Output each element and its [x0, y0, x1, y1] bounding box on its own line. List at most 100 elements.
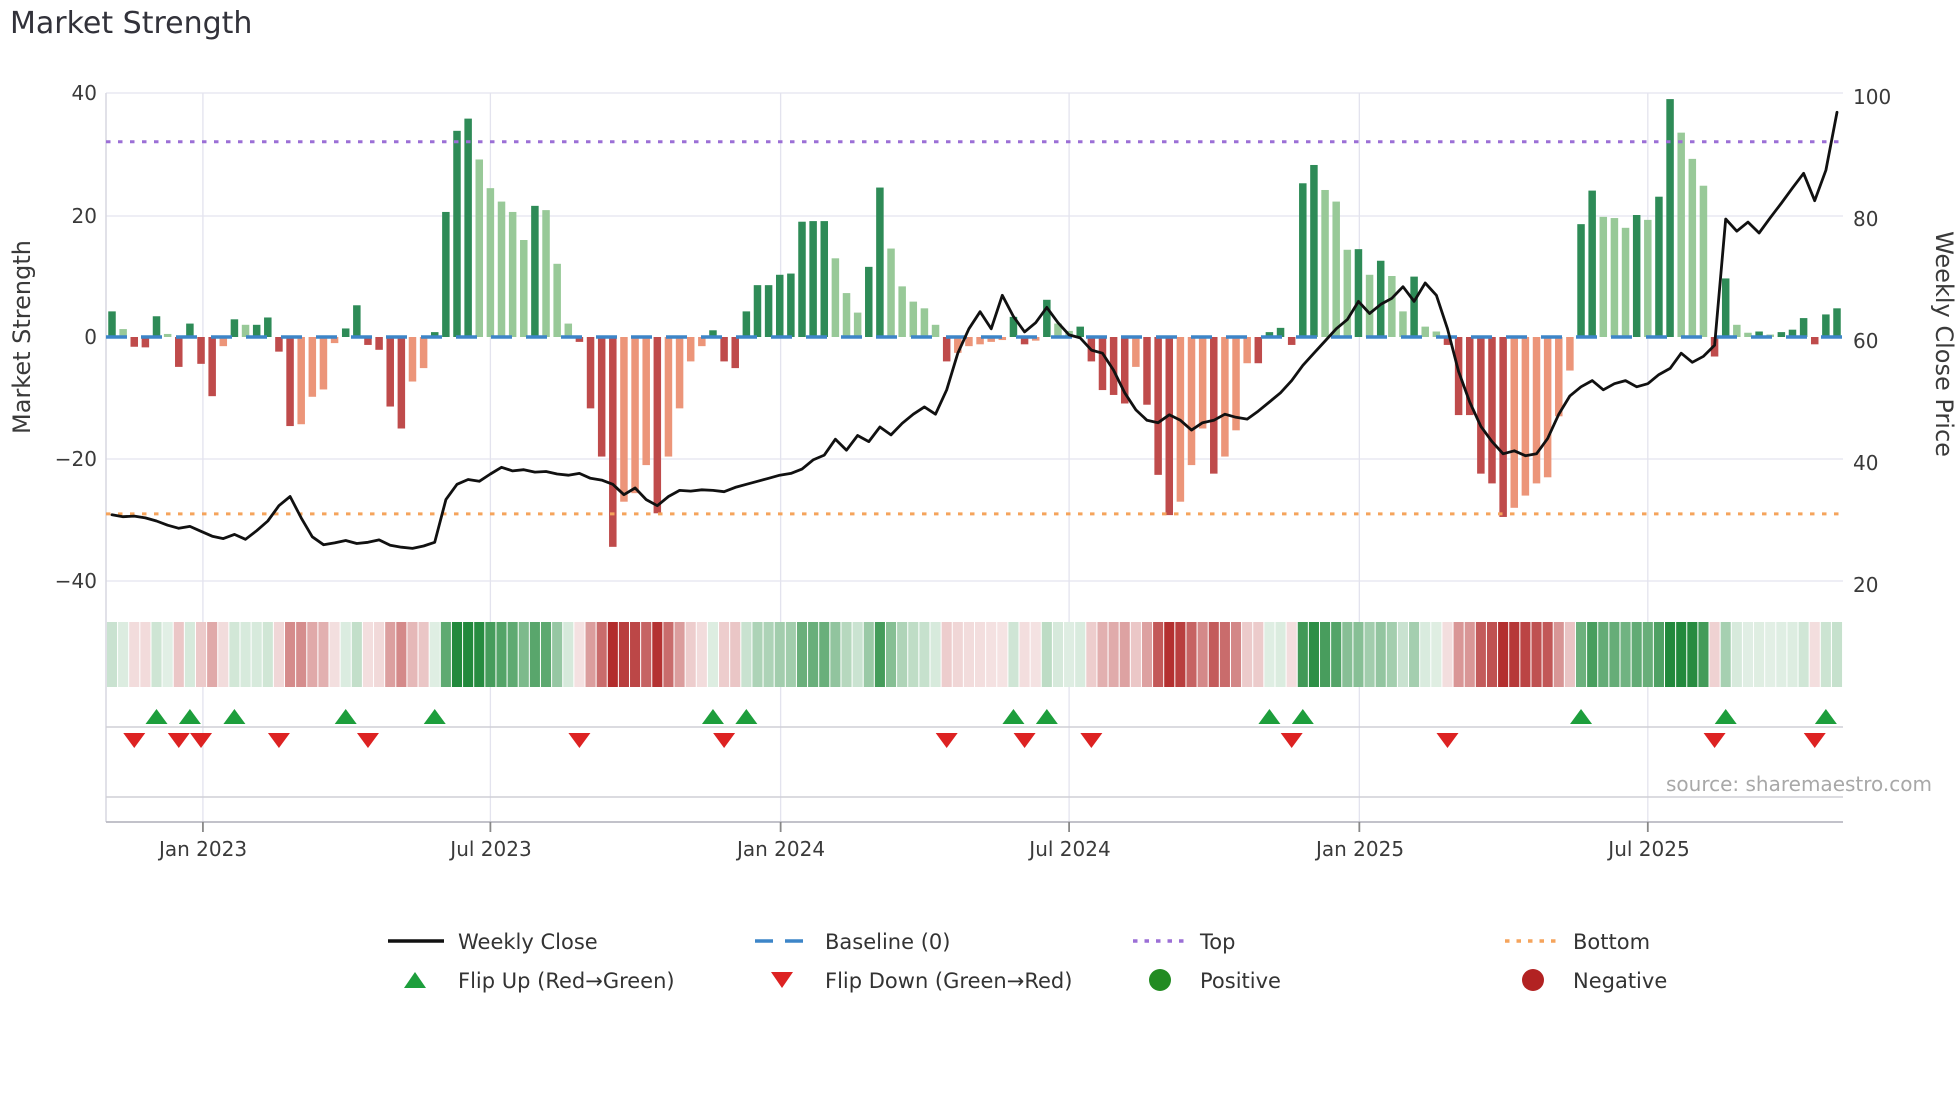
heatmap-cell	[1041, 622, 1052, 687]
strength-bar	[1432, 331, 1441, 337]
strength-bar	[1755, 331, 1763, 337]
heatmap-cell	[407, 622, 418, 687]
strength-bar	[987, 337, 995, 342]
heatmap-cell	[1308, 622, 1319, 687]
heatmap-cell	[1364, 622, 1375, 687]
strength-bar	[1488, 337, 1496, 484]
flip-down-marker	[167, 733, 190, 748]
strength-bar	[965, 337, 973, 347]
heatmap-cell	[841, 622, 852, 687]
heatmap-cell	[563, 622, 574, 687]
right-tick-40: 40	[1853, 451, 1878, 475]
legend-bottom-label: Bottom	[1573, 930, 1650, 954]
legend-negative-label: Negative	[1573, 969, 1667, 993]
heatmap-cell	[329, 622, 340, 687]
x-tick-jan-2024: Jan 2024	[735, 837, 825, 861]
strength-bar	[720, 337, 728, 362]
strength-bar	[1443, 337, 1452, 345]
heatmap-cell	[1709, 622, 1720, 687]
heatmap-cell	[719, 622, 730, 687]
strength-bar	[219, 337, 228, 347]
strength-bar	[631, 337, 639, 494]
strength-bar	[831, 258, 840, 337]
flip-up-marker	[334, 709, 357, 724]
heatmap-cell	[897, 622, 908, 687]
heatmap-cell	[1542, 622, 1553, 687]
strength-bar	[1043, 299, 1051, 337]
left-tick-n20: −20	[55, 447, 97, 471]
strength-bar	[686, 337, 695, 362]
heatmap-cell	[162, 622, 173, 687]
heatmap-cell	[663, 622, 674, 687]
strength-bar	[1699, 185, 1708, 337]
legend-weekly-close-label: Weekly Close	[458, 930, 598, 954]
heatmap-cell	[630, 622, 641, 687]
heatmap-cell	[1520, 622, 1531, 687]
heatmap-cell	[1164, 622, 1175, 687]
heatmap-cell	[106, 622, 118, 687]
heatmap-cell	[1798, 622, 1809, 687]
flip-down-marker	[123, 733, 146, 748]
flip-up-marker	[223, 709, 246, 724]
strength-bar	[1276, 327, 1285, 337]
strength-bar	[887, 248, 895, 337]
heatmap-cell	[885, 622, 897, 687]
heatmap-cell	[1331, 622, 1342, 687]
flip-down-marker	[713, 733, 736, 748]
heatmap-cell	[296, 622, 307, 687]
strength-bar	[464, 118, 472, 338]
strength-bar	[597, 337, 606, 457]
heatmap-cell	[118, 622, 129, 687]
heatmap-cell	[1320, 622, 1331, 687]
heatmap-cell	[1442, 622, 1453, 687]
strength-bar	[252, 324, 261, 337]
strength-bar	[1009, 316, 1018, 337]
heatmap-cell	[518, 622, 529, 687]
heatmap-cell	[1631, 622, 1642, 687]
flip-down-marker	[1803, 733, 1826, 748]
strength-bar	[475, 159, 484, 337]
heatmap-cell	[1342, 622, 1353, 687]
heatmap-cell	[1097, 622, 1108, 687]
strength-bar	[1610, 218, 1619, 337]
heatmap-cell	[1052, 622, 1064, 687]
strength-bar	[141, 337, 150, 348]
right-tick-20: 20	[1853, 573, 1878, 597]
heatmap-cell	[1242, 622, 1253, 687]
strength-bar	[1343, 249, 1352, 337]
strength-bar	[1521, 337, 1530, 496]
heatmap-cell	[374, 622, 385, 687]
strength-bar	[1621, 227, 1630, 337]
sub-axes	[106, 726, 1843, 832]
strength-bar	[1376, 260, 1385, 337]
strength-bar	[909, 301, 918, 337]
heatmap-cell	[618, 622, 629, 687]
x-tick-jan-2023: Jan 2023	[157, 837, 247, 861]
strength-bar	[1543, 337, 1552, 478]
heatmap-cell	[975, 622, 986, 687]
strength-bar	[1031, 337, 1040, 341]
strength-bar	[1143, 337, 1151, 405]
strength-bar	[998, 337, 1007, 341]
strength-bar	[1577, 224, 1585, 337]
heatmap-cell	[730, 622, 741, 687]
heatmap-cell	[1464, 622, 1475, 687]
heatmap-cell	[307, 622, 318, 687]
heatmap-cell	[1353, 622, 1364, 687]
heatmap-cell	[396, 622, 407, 687]
legend-positive-label: Positive	[1200, 969, 1281, 993]
heatmap-cell	[1564, 622, 1575, 687]
heatmap-cell	[184, 622, 195, 687]
strength-bar	[1555, 337, 1563, 417]
strength-bar	[241, 324, 250, 337]
strength-bar	[1822, 314, 1830, 337]
x-axis-ticks: Jan 2023 Jul 2023 Jan 2024 Jul 2024 Jan …	[157, 837, 1690, 861]
strength-bar	[1666, 99, 1674, 337]
heatmap-cell	[1676, 622, 1687, 687]
strength-bar	[575, 337, 584, 342]
legend-flip-up-icon	[404, 972, 426, 988]
heatmap-cell	[1820, 622, 1831, 687]
heatmap-cell	[485, 622, 496, 687]
heatmap-cell	[1831, 622, 1843, 687]
left-axis-ticks: 40 20 0 −20 −40	[55, 81, 97, 593]
